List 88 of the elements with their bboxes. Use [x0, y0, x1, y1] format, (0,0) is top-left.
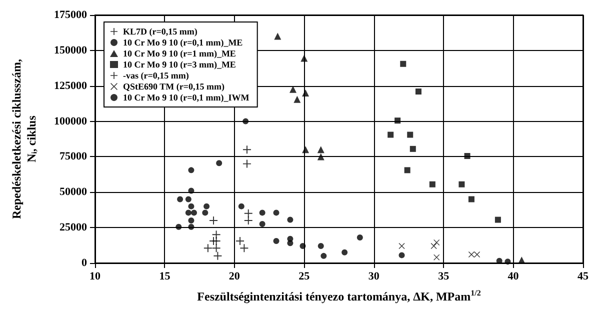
- x-tick-label: 35: [438, 270, 450, 282]
- y-tick-label: 175000: [54, 9, 88, 21]
- point: [302, 89, 310, 96]
- point: [287, 240, 294, 246]
- legend-label: KL7D (r=0,15 mm): [123, 26, 198, 36]
- point: [244, 216, 252, 224]
- point: [398, 242, 405, 249]
- point: [240, 244, 248, 252]
- point: [400, 60, 406, 67]
- point: [398, 252, 405, 258]
- point: [388, 132, 394, 138]
- point: [244, 209, 252, 218]
- point: [191, 210, 197, 216]
- point: [274, 32, 282, 40]
- point: [212, 237, 220, 246]
- x-tick-label: 45: [578, 270, 589, 282]
- point: [287, 216, 294, 223]
- point: [394, 118, 401, 124]
- point: [494, 216, 501, 223]
- y-tick-label: 125000: [54, 80, 88, 92]
- point: [238, 203, 244, 210]
- point: [212, 230, 220, 239]
- legend-label: 10 Cr Mo 9 10 (r=1 mm)_ME: [123, 48, 236, 58]
- point: [410, 146, 416, 152]
- point: [504, 258, 511, 265]
- point: [415, 88, 422, 95]
- y-tick-label: 75000: [60, 150, 88, 163]
- x-tick-label: 25: [298, 270, 310, 282]
- y-tick-label: 100000: [54, 115, 88, 128]
- legend-label: 10 Cr Mo 9 10 (r=0,1 mm)_IWM: [123, 92, 250, 102]
- point: [188, 224, 194, 230]
- point: [464, 153, 470, 160]
- point: [236, 237, 244, 246]
- point: [185, 196, 192, 202]
- legend-label: 10 Cr Mo 9 10 (r=0,1 mm)_ME: [123, 38, 243, 48]
- point: [273, 210, 280, 216]
- point: [242, 118, 249, 124]
- point: [202, 210, 208, 216]
- point: [318, 242, 324, 249]
- point: [214, 252, 222, 260]
- point: [212, 244, 220, 252]
- point: [188, 188, 194, 194]
- y-tick-label: 150000: [54, 44, 88, 56]
- legend-label: QStE690 TM (r=0,15 mm): [123, 82, 224, 92]
- point: [429, 181, 436, 188]
- point: [320, 252, 327, 259]
- point: [188, 203, 194, 210]
- point: [430, 242, 437, 249]
- point: [210, 216, 218, 224]
- point: [300, 54, 308, 62]
- y-tick-label: 50000: [60, 186, 88, 198]
- point: [356, 234, 363, 240]
- x-tick-label: 15: [159, 270, 171, 282]
- point: [294, 96, 301, 103]
- point: [185, 210, 192, 216]
- point: [434, 254, 440, 260]
- point: [300, 242, 306, 249]
- point: [204, 203, 210, 210]
- point: [242, 160, 251, 168]
- x-tick-label: 10: [90, 270, 101, 282]
- point: [404, 167, 410, 174]
- point: [188, 167, 194, 174]
- legend-label: 10 Cr Mo 9 10 (r=3 mm)_ME: [123, 60, 236, 70]
- y-tick-label: 0: [82, 257, 88, 269]
- point: [204, 244, 212, 252]
- y-axis-title: Repedéskeletkezési ciklusszám, Nᵢ, ciklus: [10, 59, 38, 219]
- point: [273, 238, 280, 244]
- x-tick-label: 30: [368, 270, 380, 282]
- legend-label: -vas (r=0,15 mm): [123, 70, 189, 80]
- point: [342, 249, 348, 256]
- point: [434, 239, 440, 246]
- y-tick-label: 25000: [60, 222, 88, 234]
- point: [259, 221, 266, 228]
- point: [468, 251, 474, 258]
- point: [242, 146, 251, 154]
- point: [216, 160, 222, 166]
- point: [317, 153, 324, 160]
- x-tick-label: 40: [508, 270, 520, 282]
- point: [188, 217, 194, 224]
- point: [458, 181, 465, 188]
- x-tick-label: 20: [228, 270, 240, 282]
- point: [259, 210, 266, 216]
- point: [317, 146, 324, 154]
- point: [468, 196, 474, 202]
- point: [302, 146, 310, 154]
- point: [176, 224, 182, 230]
- point: [177, 196, 184, 202]
- point: [407, 132, 414, 138]
